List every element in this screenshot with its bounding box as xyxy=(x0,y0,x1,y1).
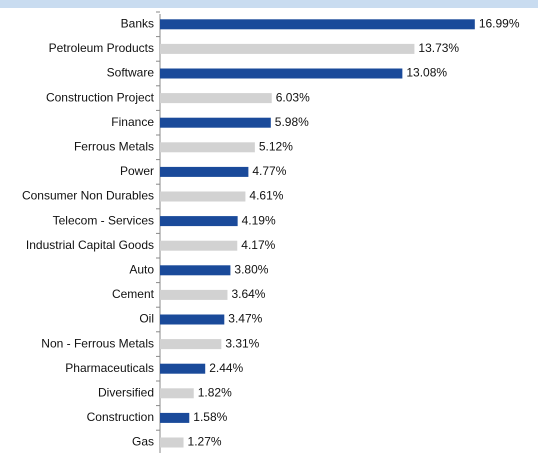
value-label: 4.77% xyxy=(252,164,286,178)
header-banner xyxy=(0,0,538,8)
bar xyxy=(160,191,246,202)
y-tick-label: Diversified xyxy=(98,385,154,399)
bar xyxy=(160,166,249,177)
bar xyxy=(160,363,206,374)
y-tick-label: Software xyxy=(107,66,155,80)
value-label: 3.80% xyxy=(234,262,268,276)
value-label: 13.73% xyxy=(418,41,459,55)
y-tick-label: Non - Ferrous Metals xyxy=(41,336,154,350)
value-label: 1.82% xyxy=(198,385,232,399)
bar xyxy=(160,412,190,423)
value-label: 2.44% xyxy=(209,361,243,375)
y-tick-label: Construction Project xyxy=(46,90,155,104)
y-tick-label: Finance xyxy=(111,115,154,129)
bar xyxy=(160,437,184,448)
bar xyxy=(160,216,238,227)
bar xyxy=(160,43,415,54)
value-label: 5.12% xyxy=(259,139,293,153)
y-tick-label: Consumer Non Durables xyxy=(22,189,154,203)
bar xyxy=(160,289,228,300)
bar xyxy=(160,339,222,350)
y-tick-label: Banks xyxy=(121,16,154,30)
y-tick-label: Pharmaceuticals xyxy=(65,361,154,375)
bar xyxy=(160,388,194,399)
bar xyxy=(160,19,475,30)
value-label: 13.08% xyxy=(406,66,447,80)
y-tick-label: Telecom - Services xyxy=(53,213,154,227)
bar xyxy=(160,117,271,128)
value-label: 3.31% xyxy=(225,336,259,350)
value-label: 16.99% xyxy=(479,16,520,30)
value-label: 1.58% xyxy=(193,410,227,424)
y-tick-label: Auto xyxy=(129,262,154,276)
value-label: 1.27% xyxy=(188,435,222,449)
value-label: 5.98% xyxy=(275,115,309,129)
y-tick-label: Power xyxy=(120,164,154,178)
bar xyxy=(160,68,403,79)
y-tick-label: Oil xyxy=(139,312,154,326)
y-tick-label: Construction xyxy=(87,410,154,424)
value-label: 4.17% xyxy=(241,238,275,252)
y-tick-label: Gas xyxy=(132,435,154,449)
y-tick-label: Cement xyxy=(112,287,155,301)
bar xyxy=(160,240,238,251)
bar xyxy=(160,265,231,276)
bar xyxy=(160,142,255,153)
value-label: 3.47% xyxy=(228,312,262,326)
bar xyxy=(160,314,225,325)
y-tick-label: Petroleum Products xyxy=(49,41,154,55)
bar xyxy=(160,93,272,104)
y-tick-label: Industrial Capital Goods xyxy=(26,238,154,252)
value-label: 4.19% xyxy=(242,213,276,227)
value-label: 4.61% xyxy=(249,189,283,203)
value-label: 3.64% xyxy=(231,287,265,301)
y-tick-label: Ferrous Metals xyxy=(74,139,154,153)
value-label: 6.03% xyxy=(276,90,310,104)
